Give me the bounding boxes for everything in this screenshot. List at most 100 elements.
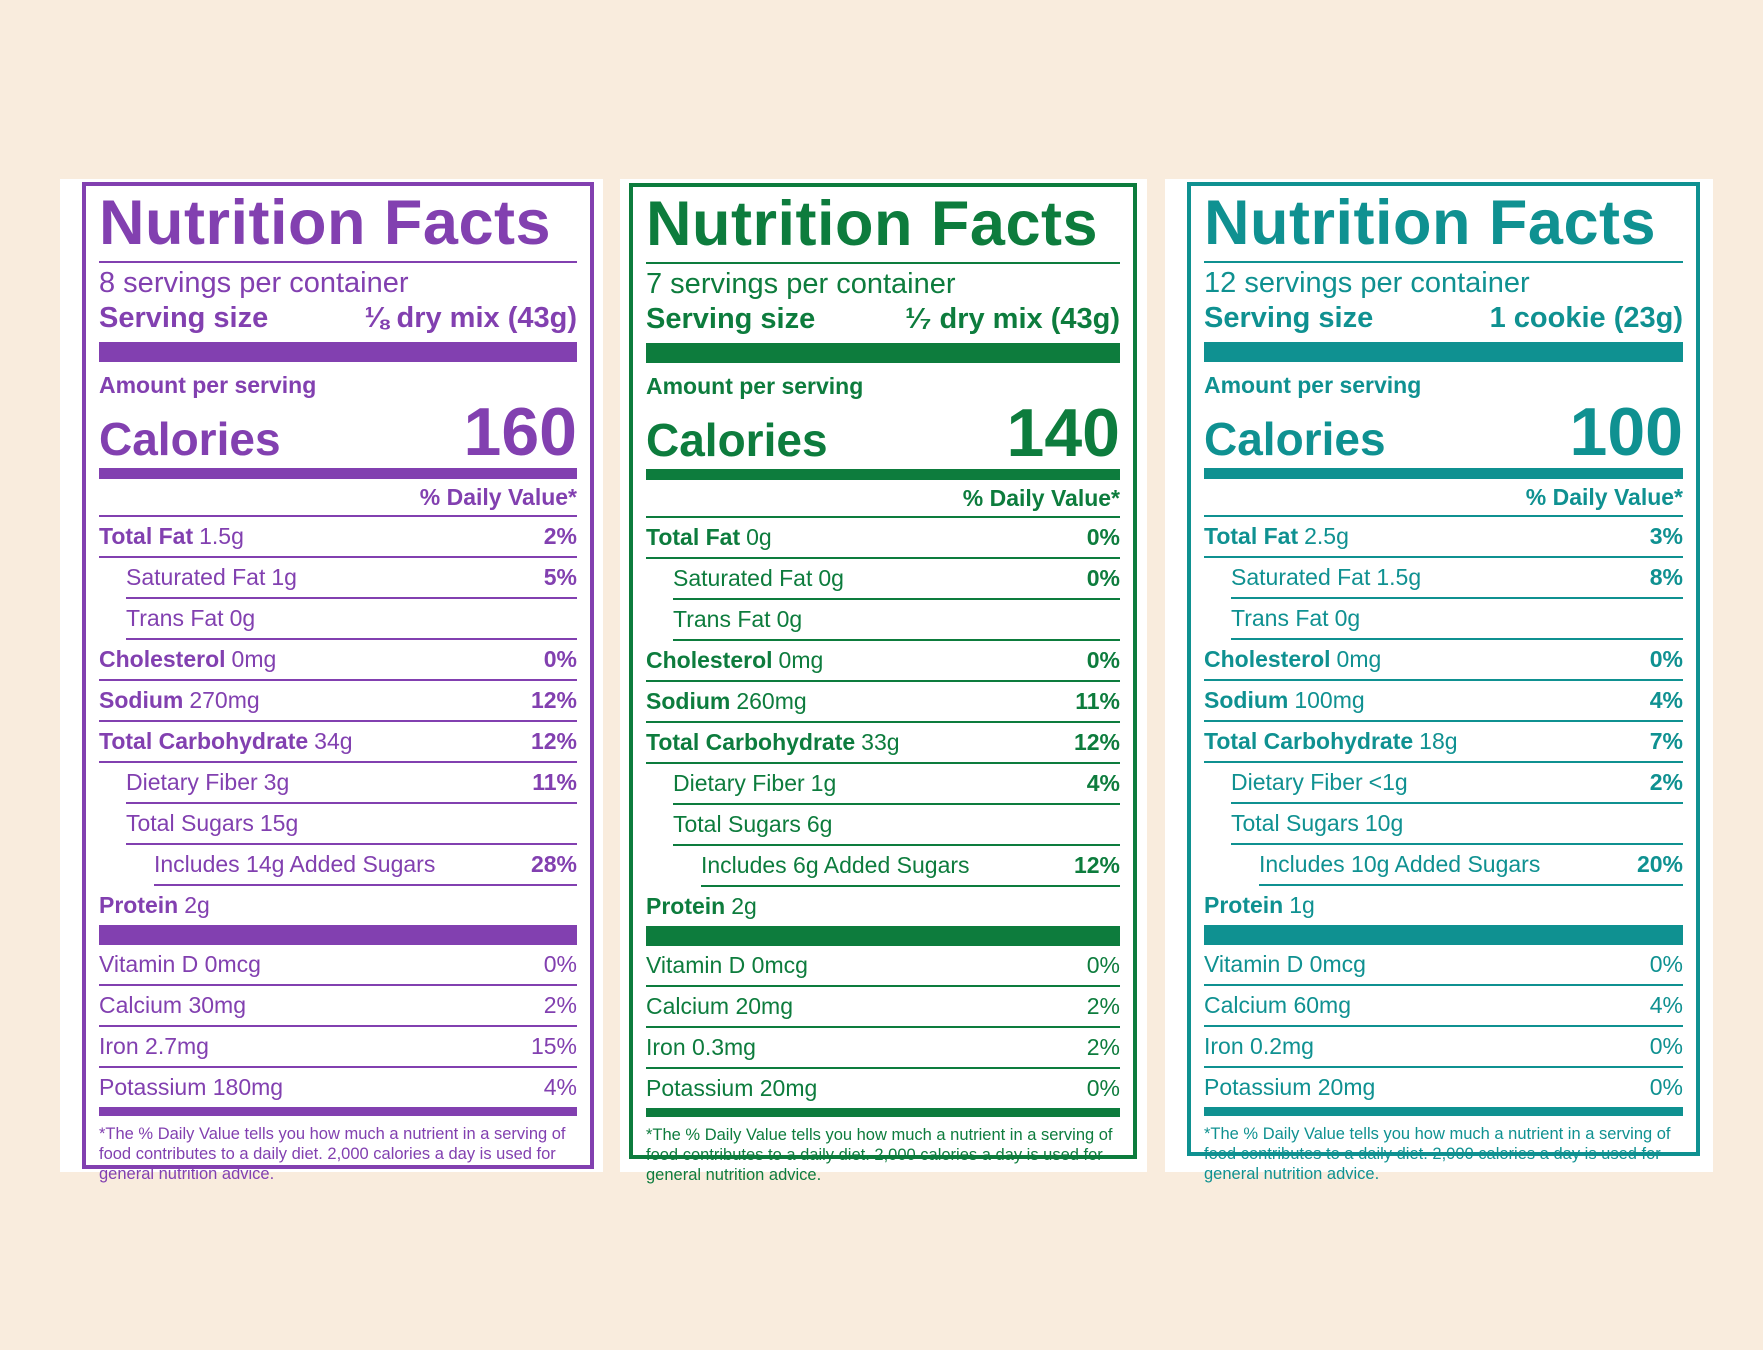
amount-per-serving: Amount per serving [99,372,317,398]
nutrient-name: Sodium [1204,687,1289,713]
nutrient-percent: 12% [530,687,577,713]
bottom-divider [1204,1107,1683,1116]
serving-size-row: Serving size 1 cookie (23g) [1204,300,1683,336]
bottom-divider [646,1108,1120,1117]
nutrient-amount: <1g [1368,769,1408,795]
nutrient-percent: 12% [530,728,577,754]
nutrient-row-trans-fat: Trans Fat 0g [126,599,577,640]
nutrient-text: Includes 10g Added Sugars [1259,851,1541,877]
nutrition-facts-label: Nutrition Facts 8 servings per container… [82,182,594,1183]
nutrient-row-trans-fat: Trans Fat 0g [673,600,1120,641]
nutrient-name: Cholesterol [646,647,773,673]
nutrient-row-calcium: Calcium 30mg 2% [99,986,577,1027]
serving-size-value: ¹⁄₇ dry mix (43g) [905,303,1120,335]
servings-per-container: 12 servings per container [1204,267,1530,299]
nutrient-row-trans-fat: Trans Fat 0g [1231,599,1683,640]
nutrient-text: Includes 6g Added Sugars [701,852,970,878]
nutrient-amount: 1g [1289,892,1315,918]
nutrient-percent: 4% [543,1074,577,1100]
nutrient-percent: 7% [1649,728,1683,754]
nutrient-row-iron: Iron 2.7mg 15% [99,1027,577,1068]
nutrient-percent: 0% [543,951,577,977]
nutrient-percent: 11% [1075,688,1120,714]
nutrient-amount: 18g [1419,728,1458,754]
nutrient-row-total-fat: Total Fat 1.5g 2% [99,517,577,558]
nutrient-percent: 0% [1086,952,1120,978]
nutrient-text: Vitamin D 0mcg [646,952,808,978]
nutrient-percent: 11% [532,769,577,795]
nutrient-name: Protein [1204,892,1284,918]
nutrient-row-vitamin-d: Vitamin D 0mcg 0% [646,946,1120,987]
nutrition-facts-label: Nutrition Facts 12 servings per containe… [1187,182,1700,1183]
calories-value: 140 [1006,395,1120,471]
servings-per-container: 7 servings per container [646,268,956,300]
nutrient-amount: 270mg [189,687,260,713]
nutrient-percent: 0% [1649,646,1683,672]
nutrient-amount: 2g [184,892,210,918]
calories-value: 100 [1569,394,1683,470]
nutrient-amount: 0g [776,606,803,632]
nutrient-row-saturated-fat: Saturated Fat 0g 0% [673,559,1120,600]
serving-size-label: Serving size [1204,302,1374,334]
nutrient-percent: 5% [543,564,577,590]
nutrient-row-potassium: Potassium 20mg 0% [646,1069,1120,1108]
nutrient-name: Cholesterol [1204,646,1331,672]
nutrient-percent: 8% [1649,564,1683,590]
nutrient-amount: 3g [263,769,290,795]
nutrient-amount: 2.5g [1304,523,1349,549]
nutrient-name: Saturated Fat [126,564,266,590]
thick-divider [646,343,1120,363]
nutrient-percent: 2% [1086,993,1120,1019]
nutrient-name: Protein [646,893,726,919]
nutrient-percent: 0% [1649,1074,1683,1100]
nutrient-name: Total Fat [99,523,194,549]
nutrient-text: Potassium 180mg [99,1074,284,1100]
calories-value: 160 [463,394,577,470]
nutrient-row-sodium: Sodium 270mg 12% [99,681,577,722]
label-title: Nutrition Facts [646,193,1120,264]
nutrient-percent: 4% [1649,992,1683,1018]
nutrient-row-sodium: Sodium 100mg 4% [1204,681,1683,722]
calories-row: Calories 100 [1204,398,1683,479]
nutrition-panel-1: Nutrition Facts 8 servings per container… [60,179,603,1183]
nutrient-name: Trans Fat [673,606,771,632]
nutrient-amount: 2g [731,893,757,919]
nutrient-amount: 15g [259,810,299,836]
nutrient-text: Iron 0.2mg [1204,1033,1314,1059]
nutrient-row-protein: Protein 2g [646,887,1120,926]
nutrient-name: Sodium [99,687,184,713]
nutrient-amount: 0g [1334,605,1361,631]
nutrient-name: Dietary Fiber [126,769,258,795]
nutrient-text: Vitamin D 0mcg [99,951,261,977]
calories-label: Calories [99,413,281,465]
nutrition-panel-2: Nutrition Facts 7 servings per container… [620,179,1147,1184]
daily-value-header: % Daily Value* [99,479,577,517]
nutrient-name: Dietary Fiber [1231,769,1363,795]
calories-label: Calories [1204,413,1386,465]
nutrient-text: Iron 2.7mg [99,1033,209,1059]
amount-per-serving: Amount per serving [646,373,864,399]
nutrient-name: Dietary Fiber [673,770,805,796]
serving-size-row: Serving size ⅛ dry mix (43g) [99,300,577,336]
nutrient-name: Total Carbohydrate [99,728,309,754]
nutrient-percent: 0% [1086,1075,1120,1101]
nutrient-percent: 0% [1086,565,1120,591]
nutrient-row-iron: Iron 0.2mg 0% [1204,1027,1683,1068]
nutrient-amount: 1g [271,564,297,590]
nutrient-amount: 260mg [736,688,807,714]
nutrient-name: Saturated Fat [1231,564,1371,590]
amount-per-serving: Amount per serving [1204,372,1422,398]
nutrient-percent: 2% [1086,1034,1120,1060]
nutrient-text: Potassium 20mg [1204,1074,1376,1100]
nutrient-row-dietary-fiber: Dietary Fiber 3g 11% [126,763,577,804]
footnote: *The % Daily Value tells you how much a … [646,1126,1113,1184]
nutrient-percent: 0% [543,646,577,672]
thick-divider [646,926,1120,946]
nutrient-amount: 1.5g [1376,564,1422,590]
nutrient-name: Protein [99,892,179,918]
servings-per-container: 8 servings per container [99,267,409,299]
thick-divider [1204,925,1683,945]
nutrient-row-dietary-fiber: Dietary Fiber <1g 2% [1231,763,1683,804]
nutrient-name: Trans Fat [126,605,224,631]
nutrient-percent: 28% [530,851,577,877]
